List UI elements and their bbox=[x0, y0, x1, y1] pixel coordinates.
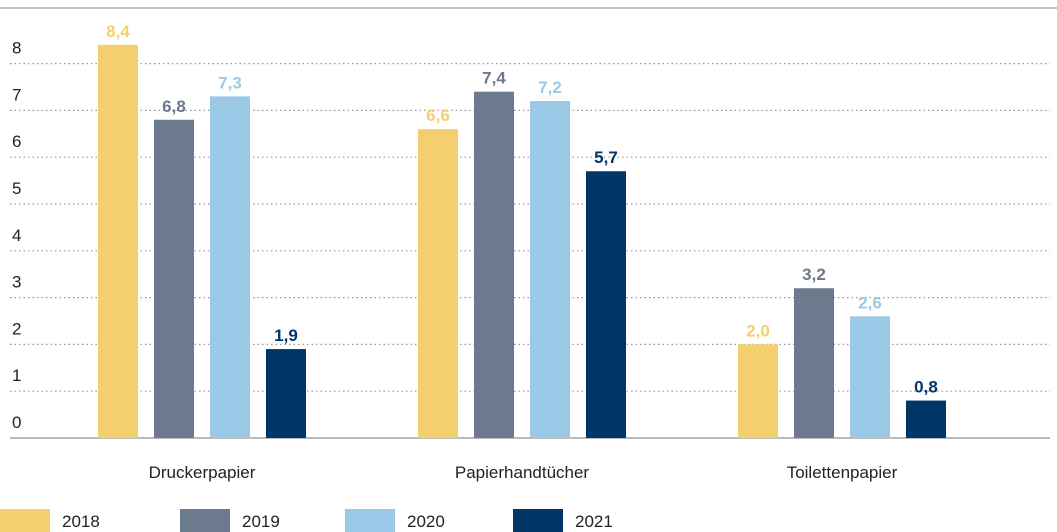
bar bbox=[850, 316, 890, 438]
x-tick-label: Druckerpapier bbox=[149, 463, 256, 482]
value-label: 7,3 bbox=[218, 73, 242, 92]
y-tick-label: 8 bbox=[12, 39, 21, 58]
value-label: 2,6 bbox=[858, 293, 882, 312]
bar bbox=[906, 400, 946, 438]
y-tick-label: 0 bbox=[12, 413, 21, 432]
bar bbox=[474, 91, 514, 439]
value-label: 6,8 bbox=[162, 97, 186, 116]
bar bbox=[586, 171, 626, 439]
y-tick-label: 6 bbox=[12, 132, 21, 151]
y-tick-label: 3 bbox=[12, 273, 21, 292]
bar bbox=[266, 349, 306, 438]
bar bbox=[794, 288, 834, 438]
y-tick-label: 7 bbox=[12, 85, 21, 104]
legend-label: 2019 bbox=[242, 512, 280, 531]
value-label: 8,4 bbox=[106, 22, 130, 41]
value-label: 1,9 bbox=[274, 326, 298, 345]
y-tick-label: 2 bbox=[12, 319, 21, 338]
value-label: 2,0 bbox=[746, 321, 770, 340]
legend-swatch bbox=[345, 509, 395, 532]
bar bbox=[154, 119, 194, 438]
y-tick-label: 5 bbox=[12, 179, 21, 198]
value-label: 7,4 bbox=[482, 69, 506, 88]
legend-swatch bbox=[180, 509, 230, 532]
bar bbox=[530, 101, 570, 438]
value-label: 0,8 bbox=[914, 378, 938, 397]
bar bbox=[210, 96, 250, 439]
bar bbox=[98, 44, 138, 438]
bar bbox=[738, 344, 778, 438]
y-tick-label: 1 bbox=[12, 366, 21, 385]
legend-swatch bbox=[513, 509, 563, 532]
legend-label: 2021 bbox=[575, 512, 613, 531]
legend-swatch bbox=[0, 509, 50, 532]
x-tick-label: Papierhandtücher bbox=[455, 463, 590, 482]
value-label: 7,2 bbox=[538, 78, 562, 97]
value-label: 3,2 bbox=[802, 265, 826, 284]
value-label: 5,7 bbox=[594, 148, 618, 167]
legend-label: 2018 bbox=[62, 512, 100, 531]
legend-label: 2020 bbox=[407, 512, 445, 531]
y-tick-label: 4 bbox=[12, 226, 21, 245]
value-label: 6,6 bbox=[426, 106, 450, 125]
x-tick-label: Toilettenpapier bbox=[787, 463, 898, 482]
bar bbox=[418, 129, 458, 438]
